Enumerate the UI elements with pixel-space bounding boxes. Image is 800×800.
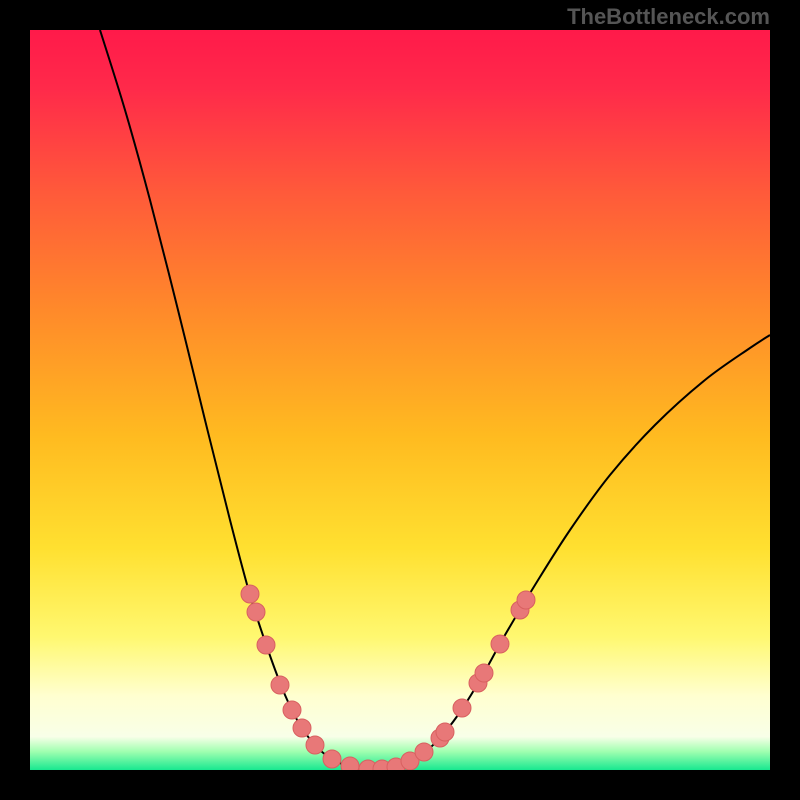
scatter-marker xyxy=(323,750,341,768)
scatter-marker xyxy=(293,719,311,737)
chart-curves-layer xyxy=(30,30,770,770)
scatter-marker xyxy=(517,591,535,609)
scatter-marker xyxy=(453,699,471,717)
scatter-marker xyxy=(247,603,265,621)
watermark-text: TheBottleneck.com xyxy=(567,4,770,30)
scatter-marker xyxy=(491,635,509,653)
scatter-marker xyxy=(341,757,359,770)
right-curve xyxy=(375,335,770,769)
scatter-marker xyxy=(241,585,259,603)
scatter-marker xyxy=(271,676,289,694)
plot-area xyxy=(30,30,770,770)
left-curve xyxy=(100,30,375,769)
scatter-marker xyxy=(436,723,454,741)
scatter-markers xyxy=(241,585,535,770)
scatter-marker xyxy=(475,664,493,682)
scatter-marker xyxy=(415,743,433,761)
scatter-marker xyxy=(257,636,275,654)
scatter-marker xyxy=(306,736,324,754)
scatter-marker xyxy=(283,701,301,719)
